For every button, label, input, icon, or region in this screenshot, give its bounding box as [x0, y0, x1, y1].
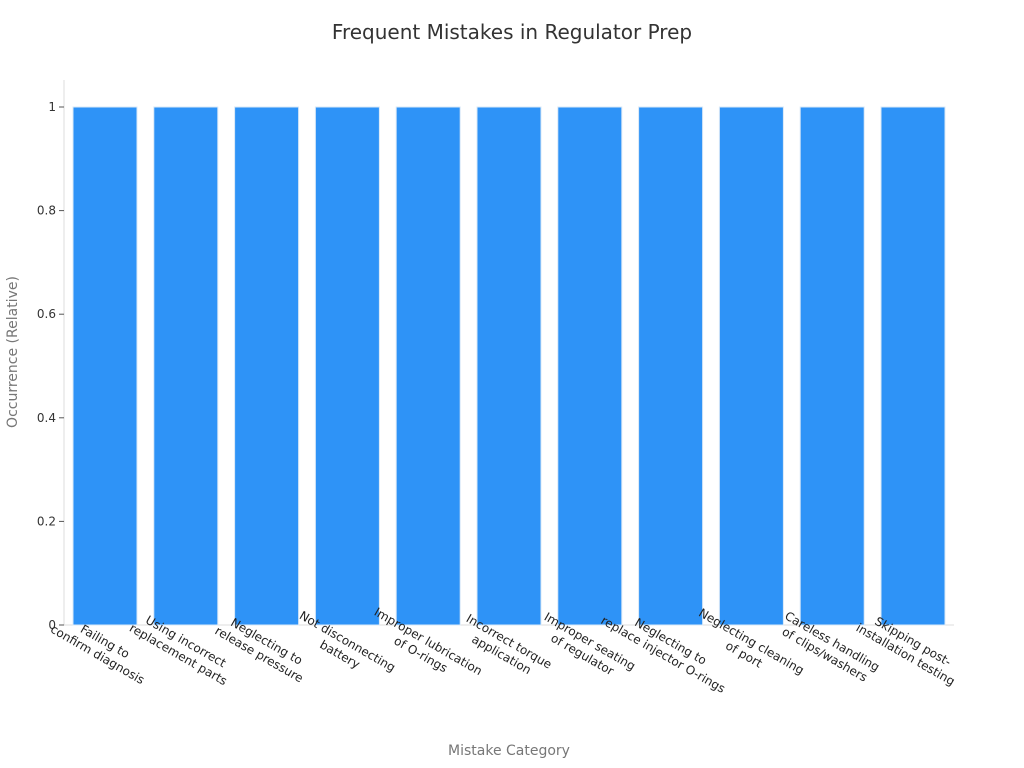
bars-group — [72, 106, 946, 626]
bar — [718, 106, 784, 626]
bar — [153, 106, 219, 626]
bar — [880, 106, 946, 626]
y-tick-label: 0.2 — [37, 514, 56, 528]
y-tick-label: 0.6 — [37, 307, 56, 321]
bar — [395, 106, 461, 626]
y-tick-label: 1 — [48, 100, 56, 114]
bar — [234, 106, 300, 626]
bar — [557, 106, 623, 626]
bar — [638, 106, 704, 626]
x-axis-title: Mistake Category — [448, 743, 570, 759]
y-ticks-group: 0 0.2 0.4 0.6 0.8 1 — [37, 100, 64, 632]
y-tick-label: 0.4 — [37, 411, 56, 425]
chart-title: Frequent Mistakes in Regulator Prep — [331, 20, 693, 44]
bar — [72, 106, 138, 626]
y-tick-label: 0.8 — [37, 204, 56, 218]
bar — [314, 106, 380, 626]
bar — [476, 106, 542, 626]
y-tick-label: 0 — [48, 618, 56, 632]
bar — [799, 106, 865, 626]
y-axis-title: Occurrence (Relative) — [5, 276, 21, 428]
